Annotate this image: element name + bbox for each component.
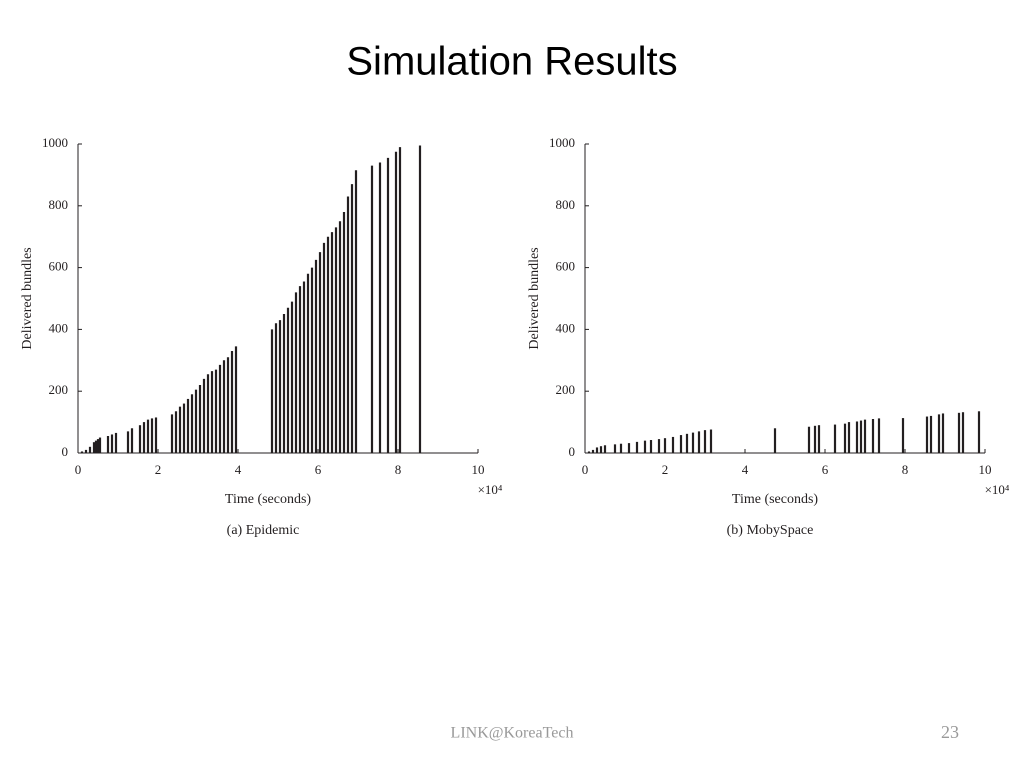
x-multiplier: ×10⁴ xyxy=(985,482,1010,497)
x-tick-label: 10 xyxy=(472,462,485,477)
y-axis-label: Delivered bundles xyxy=(527,247,542,349)
y-tick-label: 600 xyxy=(49,259,69,274)
y-axis-label: Delivered bundles xyxy=(20,247,35,349)
x-tick-label: 8 xyxy=(395,462,402,477)
y-tick-label: 600 xyxy=(556,259,576,274)
y-tick-label: 400 xyxy=(49,320,69,335)
y-tick-label: 200 xyxy=(49,382,69,397)
x-tick-label: 10 xyxy=(979,462,992,477)
page-number: 23 xyxy=(941,722,959,742)
y-tick-label: 1000 xyxy=(549,135,575,150)
slide-title: Simulation Results xyxy=(346,40,677,84)
x-tick-label: 6 xyxy=(315,462,322,477)
y-tick-label: 800 xyxy=(49,197,69,212)
x-tick-label: 8 xyxy=(902,462,909,477)
x-tick-label: 0 xyxy=(75,462,82,477)
y-tick-label: 0 xyxy=(569,444,576,459)
x-tick-label: 2 xyxy=(662,462,669,477)
caption: (b) MobySpace xyxy=(727,523,814,538)
y-tick-label: 800 xyxy=(556,197,576,212)
x-multiplier: ×10⁴ xyxy=(478,482,503,497)
y-tick-label: 400 xyxy=(556,320,576,335)
x-tick-label: 4 xyxy=(235,462,242,477)
x-tick-label: 2 xyxy=(155,462,162,477)
y-tick-label: 200 xyxy=(556,382,576,397)
x-axis-label: Time (seconds) xyxy=(732,492,819,507)
caption: (a) Epidemic xyxy=(227,523,300,538)
x-tick-label: 6 xyxy=(822,462,829,477)
x-axis-label: Time (seconds) xyxy=(225,492,312,507)
x-tick-label: 0 xyxy=(582,462,589,477)
y-tick-label: 0 xyxy=(62,444,69,459)
footer: LINK@KoreaTech xyxy=(451,725,574,742)
y-tick-label: 1000 xyxy=(42,135,68,150)
x-tick-label: 4 xyxy=(742,462,749,477)
